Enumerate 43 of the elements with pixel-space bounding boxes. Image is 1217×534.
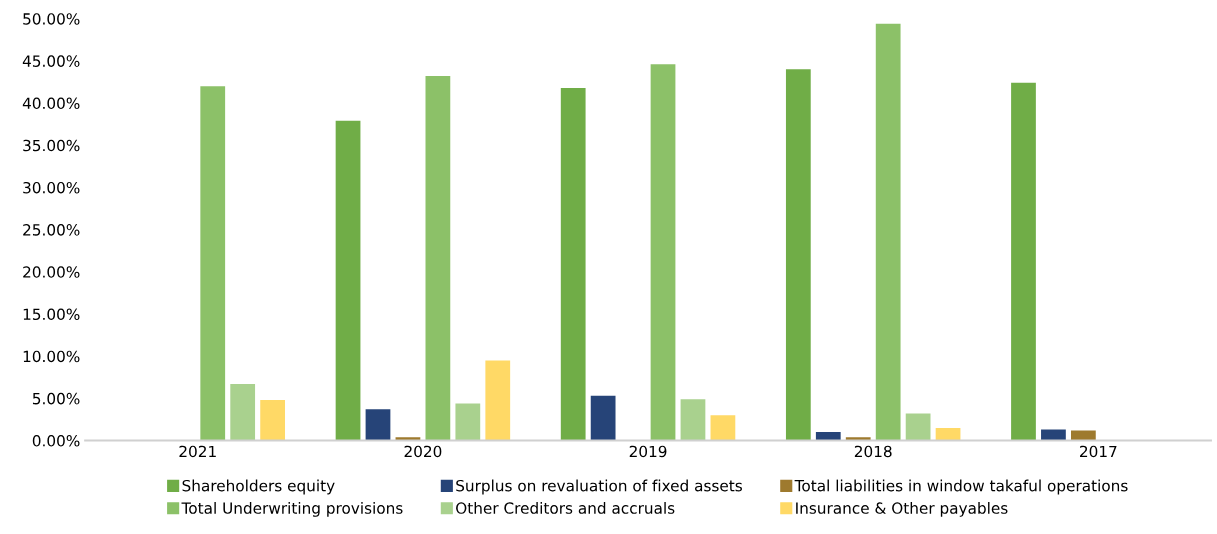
bar [905, 413, 931, 441]
bar [1070, 430, 1096, 441]
bar [785, 69, 811, 441]
bar [485, 360, 511, 441]
y-tick-label: 40.00% [22, 97, 80, 110]
bar [1041, 429, 1066, 441]
bar [230, 384, 256, 441]
legend-label: Surplus on revaluation of fixed assets [456, 479, 742, 495]
x-tick-label: 2017 [1080, 445, 1117, 458]
bar [710, 415, 736, 441]
y-tick-label: 35.00% [23, 139, 80, 152]
y-tick-label: 45.00% [22, 55, 80, 67]
y-tick-label: 25.00% [23, 224, 80, 236]
x-tick-label: 2018 [854, 445, 892, 458]
bar [425, 76, 451, 441]
bar [875, 23, 901, 441]
bar [200, 86, 226, 441]
y-tick-label: 50.00% [23, 13, 80, 25]
bar [260, 400, 286, 441]
legend-label: Total Underwriting provisions [181, 502, 403, 517]
bar [650, 64, 676, 441]
bar [365, 409, 391, 441]
y-tick-label: 5.00% [32, 392, 80, 405]
legend-label: Other Creditors and accruals [456, 502, 675, 514]
bar [455, 403, 481, 441]
bar [815, 432, 841, 441]
bar [935, 427, 961, 441]
y-tick-label: 15.00% [23, 308, 80, 321]
y-tick-label: 30.00% [23, 181, 80, 194]
y-tick-label: 10.00% [23, 350, 80, 363]
legend-label: Insurance & Other payables [796, 502, 1008, 517]
x-tick-label: 2021 [179, 445, 216, 458]
x-tick-label: 2020 [404, 445, 442, 458]
y-tick-label: 20.00% [23, 266, 80, 278]
y-tick-label: 0.00% [32, 435, 80, 447]
legend-label: Total liabilities in window takaful operations [794, 479, 1128, 495]
bar [1011, 82, 1036, 441]
bar [560, 87, 586, 441]
bar [335, 120, 361, 441]
legend-label: Shareholders equity [182, 479, 335, 495]
bar [680, 399, 706, 441]
bar [590, 395, 616, 441]
x-tick-label: 2019 [629, 445, 667, 458]
